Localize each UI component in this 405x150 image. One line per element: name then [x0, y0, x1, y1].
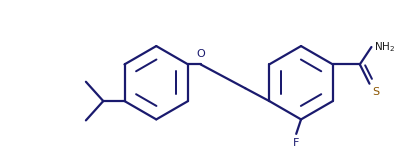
Text: F: F	[292, 138, 298, 148]
Text: S: S	[371, 87, 379, 97]
Text: NH$_2$: NH$_2$	[373, 40, 394, 54]
Text: O: O	[196, 49, 205, 59]
